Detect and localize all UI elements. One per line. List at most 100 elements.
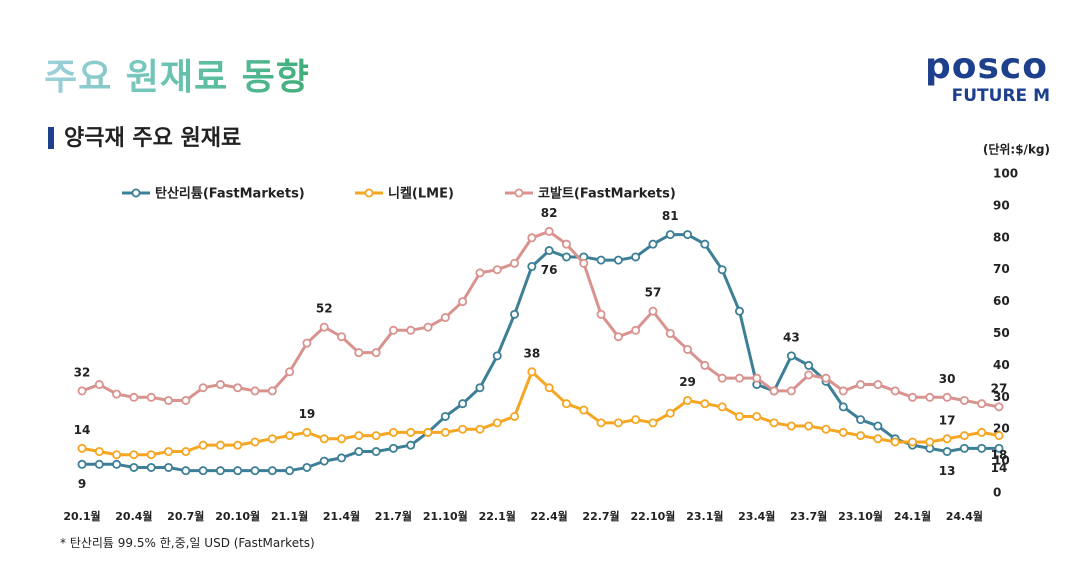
- point-marker: [215, 466, 225, 476]
- y-tick-label: 70: [993, 262, 1010, 276]
- point-marker: [233, 440, 243, 450]
- point-marker: [907, 437, 917, 447]
- legend-marker: [514, 188, 524, 198]
- point-marker: [388, 427, 398, 437]
- point-marker: [233, 466, 243, 476]
- data-label: 9: [78, 477, 86, 491]
- point-marker: [873, 421, 883, 431]
- point-marker: [94, 459, 104, 469]
- point-marker: [492, 418, 502, 428]
- y-tick-label: 30: [993, 390, 1010, 404]
- point-marker: [112, 459, 122, 469]
- point-marker: [613, 418, 623, 428]
- point-marker: [337, 332, 347, 342]
- point-marker: [804, 360, 814, 370]
- point-marker: [977, 443, 987, 453]
- point-marker: [700, 399, 710, 409]
- data-label: 38: [523, 346, 540, 360]
- point-marker: [838, 386, 848, 396]
- data-label: 82: [541, 206, 558, 220]
- point-marker: [198, 466, 208, 476]
- point-marker: [665, 230, 675, 240]
- y-tick-label: 50: [993, 326, 1010, 340]
- x-tick-label: 23.7월: [790, 509, 827, 523]
- point-marker: [648, 418, 658, 428]
- point-marker: [907, 392, 917, 402]
- legend-label: 탄산리튬(FastMarkets): [155, 186, 305, 202]
- point-marker: [942, 434, 952, 444]
- point-marker: [319, 434, 329, 444]
- point-marker: [959, 443, 969, 453]
- point-marker: [700, 360, 710, 370]
- point-marker: [821, 424, 831, 434]
- point-marker: [561, 252, 571, 262]
- x-tick-label: 22.4월: [531, 509, 568, 523]
- point-marker: [596, 255, 606, 265]
- point-marker: [752, 411, 762, 421]
- point-marker: [146, 462, 156, 472]
- point-marker: [354, 431, 364, 441]
- point-marker: [388, 443, 398, 453]
- point-marker: [406, 325, 416, 335]
- point-marker: [717, 265, 727, 275]
- point-marker: [804, 421, 814, 431]
- logo-sub: FUTURE M: [951, 86, 1050, 106]
- x-tick-label: 22.7월: [582, 509, 619, 523]
- data-label: 29: [679, 375, 696, 389]
- point-marker: [302, 338, 312, 348]
- data-label: 32: [74, 365, 91, 379]
- point-marker: [164, 462, 174, 472]
- point-marker: [181, 466, 191, 476]
- y-tick-label: 40: [993, 358, 1010, 372]
- data-label: 14: [74, 423, 91, 437]
- point-marker: [129, 450, 139, 460]
- point-marker: [925, 392, 935, 402]
- y-tick-label: 90: [993, 198, 1010, 212]
- point-marker: [613, 255, 623, 265]
- point-marker: [112, 450, 122, 460]
- point-marker: [527, 262, 537, 272]
- point-marker: [527, 367, 537, 377]
- point-marker: [458, 297, 468, 307]
- point-marker: [994, 431, 1004, 441]
- point-marker: [717, 373, 727, 383]
- data-label: 57: [645, 286, 662, 300]
- point-marker: [94, 380, 104, 390]
- y-tick-label: 100: [993, 167, 1018, 181]
- point-marker: [544, 383, 554, 393]
- point-marker: [250, 466, 260, 476]
- point-marker: [146, 392, 156, 402]
- point-marker: [406, 427, 416, 437]
- point-marker: [683, 395, 693, 405]
- x-tick-label: 24.1월: [894, 509, 931, 523]
- point-marker: [129, 392, 139, 402]
- point-marker: [942, 392, 952, 402]
- point-marker: [94, 447, 104, 457]
- point-marker: [406, 440, 416, 450]
- point-marker: [890, 386, 900, 396]
- point-marker: [873, 434, 883, 444]
- point-marker: [717, 402, 727, 412]
- point-marker: [181, 447, 191, 457]
- point-marker: [596, 418, 606, 428]
- legend-marker: [131, 188, 141, 198]
- y-tick-label: 0: [993, 486, 1001, 500]
- point-marker: [267, 386, 277, 396]
- point-marker: [354, 447, 364, 457]
- chart-title: 양극재 주요 원재료: [64, 126, 241, 151]
- point-marker: [440, 411, 450, 421]
- point-marker: [146, 450, 156, 460]
- point-marker: [856, 431, 866, 441]
- x-tick-label: 20.7월: [167, 509, 204, 523]
- point-marker: [942, 447, 952, 457]
- point-marker: [769, 418, 779, 428]
- x-tick-label: 23.1월: [686, 509, 723, 523]
- logo-brand: posco: [924, 46, 1048, 87]
- point-marker: [890, 437, 900, 447]
- point-marker: [925, 437, 935, 447]
- data-label: 14: [991, 461, 1008, 475]
- data-label: 27: [991, 381, 1008, 395]
- point-marker: [198, 440, 208, 450]
- point-marker: [579, 258, 589, 268]
